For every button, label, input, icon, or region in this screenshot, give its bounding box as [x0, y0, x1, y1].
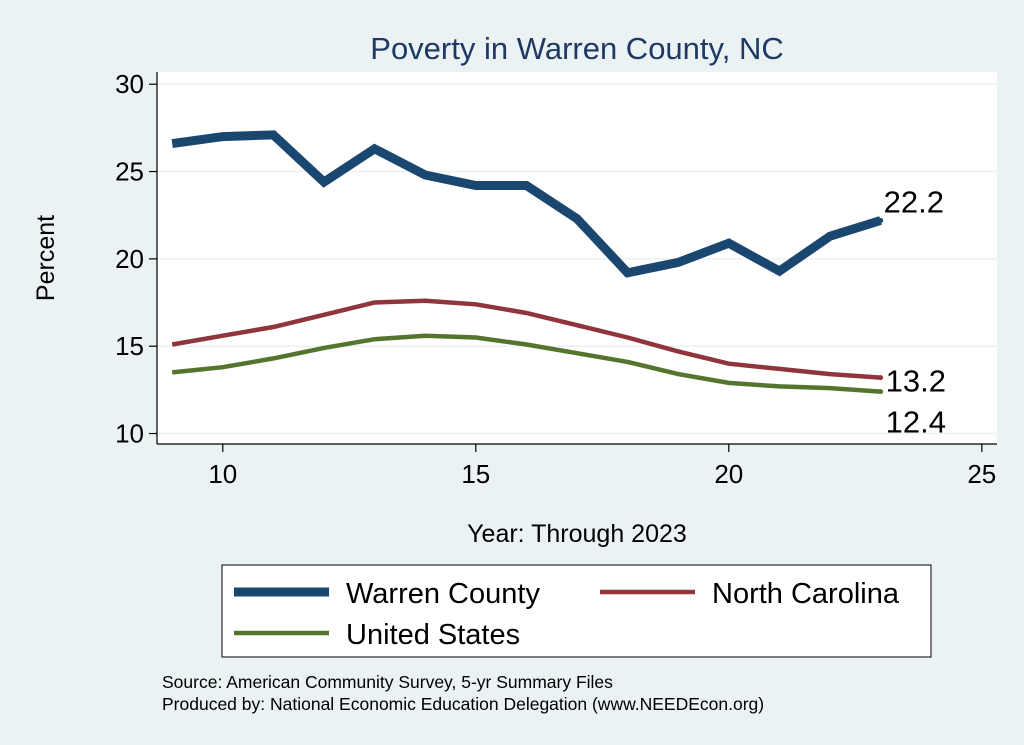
chart-title: Poverty in Warren County, NC	[370, 31, 783, 66]
end-point-marker	[878, 217, 884, 223]
end-point-marker	[878, 375, 884, 381]
legend: Warren County North Carolina United States	[221, 564, 932, 658]
y-tick-label: 15	[115, 331, 144, 361]
x-tick-label: 10	[208, 459, 237, 489]
y-tick-label: 30	[115, 69, 144, 99]
end-value-label: 12.4	[886, 405, 946, 440]
axes	[156, 72, 997, 445]
series-line-north-carolina	[171, 298, 881, 380]
series-line-united-states	[171, 333, 881, 394]
y-axis-title: Percent	[32, 215, 60, 301]
end-point-marker	[878, 389, 884, 395]
source-note: Source: American Community Survey, 5-yr …	[162, 672, 613, 692]
plot-area	[157, 72, 997, 444]
x-axis-title: Year: Through 2023	[467, 520, 687, 548]
x-tick-label: 20	[714, 459, 743, 489]
legend-label: North Carolina	[712, 578, 900, 610]
legend-box	[221, 564, 932, 658]
legend-label: United States	[346, 619, 520, 651]
legend-label: Warren County	[346, 578, 540, 610]
x-tick-label: 25	[967, 459, 996, 489]
y-ticks: 10 15 20 25 30	[115, 69, 157, 449]
end-labels: 22.2 13.2 12.4	[878, 184, 946, 440]
produced-by-note: Produced by: National Economic Education…	[162, 694, 764, 714]
y-tick-label: 25	[115, 157, 144, 187]
end-value-label: 13.2	[886, 364, 946, 399]
end-value-label: 22.2	[884, 184, 944, 219]
y-tick-label: 10	[115, 419, 144, 449]
gridlines	[157, 83, 997, 435]
series-lines	[171, 130, 882, 394]
x-ticks: 10 15 20 25	[208, 444, 996, 489]
series-line-warren-county	[171, 130, 882, 278]
y-tick-label: 20	[115, 244, 144, 274]
legend-items: Warren County North Carolina United States	[234, 578, 900, 651]
x-tick-label: 15	[461, 459, 490, 489]
